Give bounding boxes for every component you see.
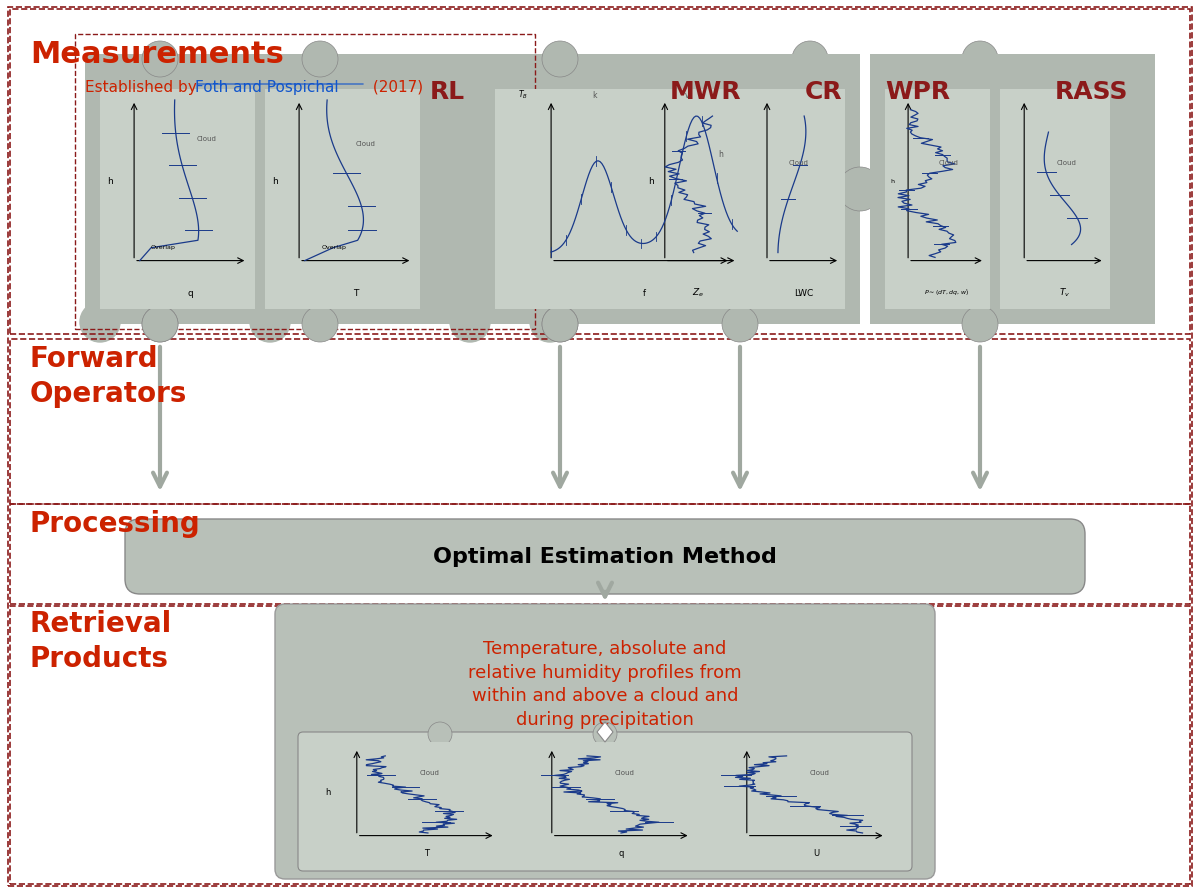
Bar [100, 90, 254, 309]
Text: Cloud: Cloud [355, 141, 376, 147]
Circle shape [302, 307, 338, 342]
Text: f: f [643, 288, 646, 297]
Text: U: U [814, 848, 820, 857]
Text: WPR: WPR [886, 80, 950, 104]
Text: RASS: RASS [1055, 80, 1128, 104]
Polygon shape [598, 722, 613, 742]
Bar [496, 90, 750, 309]
Bar [480, 55, 760, 325]
Text: h: h [890, 179, 894, 183]
FancyBboxPatch shape [298, 732, 912, 871]
Text: $Z_e$: $Z_e$ [691, 286, 703, 299]
Text: q: q [618, 848, 624, 857]
Circle shape [250, 303, 290, 342]
Bar [510, 742, 700, 862]
Text: Cloud: Cloud [788, 160, 809, 166]
Bar [265, 90, 420, 309]
Bar [314, 742, 505, 862]
Text: $T_v$: $T_v$ [1058, 286, 1070, 299]
Text: Cloud: Cloud [1056, 160, 1076, 166]
Circle shape [962, 42, 998, 78]
Circle shape [142, 307, 178, 342]
Text: Overlap: Overlap [151, 244, 176, 249]
Text: Optimal Estimation Method: Optimal Estimation Method [433, 547, 776, 567]
Bar [85, 55, 526, 325]
Bar [10, 10, 1190, 334]
Bar [10, 606, 1190, 884]
Bar [10, 340, 1190, 504]
Text: CR: CR [805, 80, 842, 104]
Circle shape [542, 307, 578, 342]
Bar [10, 504, 1190, 604]
Text: Retrieval
Products: Retrieval Products [30, 610, 173, 672]
Text: Overlap: Overlap [322, 244, 347, 249]
Text: Foth and Pospichal: Foth and Pospichal [194, 80, 338, 95]
FancyBboxPatch shape [275, 604, 935, 879]
Text: Cloud: Cloud [809, 770, 829, 775]
Bar [74, 35, 535, 330]
Text: Forward
Operators: Forward Operators [30, 344, 187, 407]
Text: (2017): (2017) [368, 80, 424, 95]
Circle shape [593, 722, 617, 746]
Circle shape [838, 168, 882, 212]
Bar [745, 90, 845, 309]
Bar [1000, 90, 1110, 309]
Text: Cloud: Cloud [614, 770, 634, 775]
Text: h: h [719, 150, 724, 159]
Text: $T_B$: $T_B$ [517, 89, 528, 101]
Circle shape [722, 307, 758, 342]
Text: Established by: Established by [85, 80, 202, 95]
Text: Measurements: Measurements [30, 40, 284, 69]
Circle shape [428, 722, 452, 746]
Text: Processing: Processing [30, 510, 200, 537]
Text: RL: RL [430, 80, 466, 104]
Text: k: k [592, 90, 596, 99]
Bar [886, 90, 990, 309]
Text: h: h [325, 788, 330, 797]
Circle shape [450, 303, 490, 342]
Text: h: h [107, 177, 113, 186]
Text: q: q [187, 288, 193, 297]
Circle shape [542, 42, 578, 78]
Bar [870, 55, 1154, 325]
Text: Cloud: Cloud [197, 136, 216, 142]
Text: T: T [353, 288, 359, 297]
Circle shape [80, 303, 120, 342]
Text: h: h [648, 177, 654, 186]
Circle shape [530, 303, 570, 342]
Bar [630, 55, 860, 325]
Text: Cloud: Cloud [419, 770, 439, 775]
Bar [706, 742, 895, 862]
Text: $P{\sim}(dT,dq,w\')$: $P{\sim}(dT,dq,w\')$ [924, 287, 968, 298]
Bar [646, 90, 734, 309]
Circle shape [542, 307, 578, 342]
Text: h: h [272, 177, 278, 186]
Text: LWC: LWC [794, 288, 814, 297]
Circle shape [142, 42, 178, 78]
Text: MWR: MWR [670, 80, 742, 104]
Circle shape [962, 307, 998, 342]
Circle shape [792, 42, 828, 78]
Text: Cloud: Cloud [938, 160, 959, 166]
Text: Temperature, absolute and
relative humidity profiles from
within and above a clo: Temperature, absolute and relative humid… [468, 639, 742, 728]
Text: T: T [424, 848, 428, 857]
Text: v: v [685, 90, 690, 99]
Circle shape [142, 307, 178, 342]
Circle shape [302, 42, 338, 78]
FancyBboxPatch shape [125, 519, 1085, 595]
